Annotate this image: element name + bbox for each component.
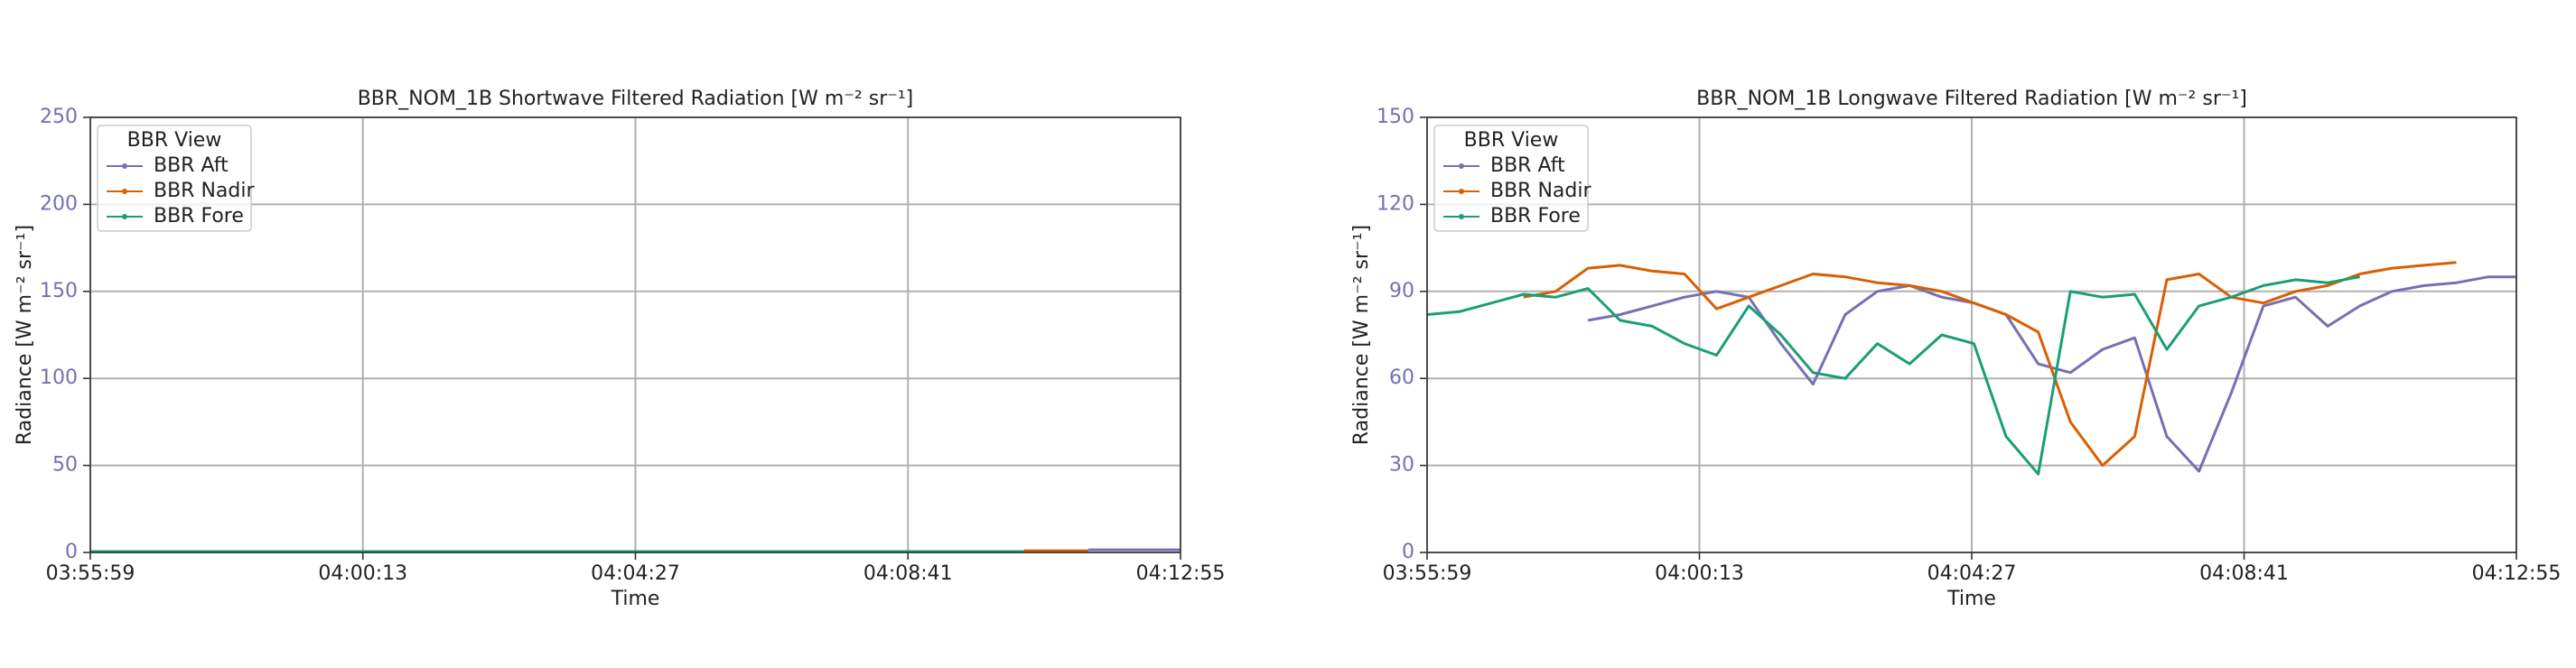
- legend-label: BBR Fore: [154, 205, 244, 227]
- legend-marker: [122, 189, 127, 194]
- x-tick-label: 03:55:59: [46, 562, 135, 585]
- y-tick-label: 120: [1377, 192, 1414, 215]
- y-tick-label: 200: [40, 192, 78, 215]
- legend-box: [1433, 125, 1589, 232]
- legend-marker: [122, 214, 127, 219]
- x-axis-label: Time: [1946, 588, 1996, 610]
- y-tick-label: 60: [1389, 366, 1414, 389]
- x-tick-label: 04:04:27: [1927, 562, 2017, 585]
- legend-marker: [1459, 163, 1464, 169]
- chart-title: BBR_NOM_1B Longwave Filtered Radiation […: [1696, 88, 2247, 110]
- x-tick-label: 04:00:13: [1655, 562, 1744, 585]
- x-tick-label: 04:12:55: [2472, 562, 2562, 585]
- y-axis-label: Radiance [W m⁻² sr⁻¹]: [14, 225, 36, 445]
- legend-label: BBR Nadir: [1490, 180, 1591, 202]
- y-tick-label: 30: [1389, 454, 1414, 477]
- legend-title: BBR View: [1464, 129, 1559, 152]
- y-tick-label: 50: [52, 454, 78, 477]
- legend-label: BBR Aft: [154, 154, 229, 177]
- series-line: [1587, 275, 2516, 473]
- x-axis-label: Time: [611, 588, 660, 610]
- x-tick-label: 04:04:27: [591, 562, 680, 585]
- x-tick-label: 03:55:59: [1383, 562, 1472, 585]
- legend-label: BBR Fore: [1490, 205, 1581, 227]
- y-tick-label: 0: [1402, 541, 1414, 563]
- y-tick-label: 100: [40, 366, 78, 389]
- legend-label: BBR Nadir: [154, 180, 255, 202]
- y-tick-label: 90: [1389, 280, 1414, 302]
- series-line: [1523, 261, 2457, 468]
- legend-marker: [1459, 189, 1464, 194]
- plot-frame: [1426, 116, 2517, 553]
- x-tick-label: 04:08:41: [2199, 562, 2289, 585]
- legend-marker: [122, 163, 127, 169]
- legend-title: BBR View: [127, 129, 222, 152]
- x-tick-label: 04:00:13: [318, 562, 407, 585]
- y-tick-label: 250: [40, 106, 78, 128]
- legend-marker: [1459, 214, 1464, 219]
- legend-label: BBR Aft: [1490, 154, 1565, 177]
- legend-box: [97, 125, 252, 232]
- chart-title: BBR_NOM_1B Shortwave Filtered Radiation …: [358, 88, 914, 110]
- y-tick-label: 150: [40, 280, 78, 302]
- series-line: [1426, 275, 2360, 476]
- x-tick-label: 04:08:41: [863, 562, 953, 585]
- y-axis-label: Radiance [W m⁻² sr⁻¹]: [1350, 225, 1373, 445]
- plot-frame: [89, 116, 1181, 553]
- x-tick-label: 04:12:55: [1136, 562, 1226, 585]
- y-tick-label: 150: [1377, 106, 1414, 128]
- y-tick-label: 0: [65, 541, 78, 563]
